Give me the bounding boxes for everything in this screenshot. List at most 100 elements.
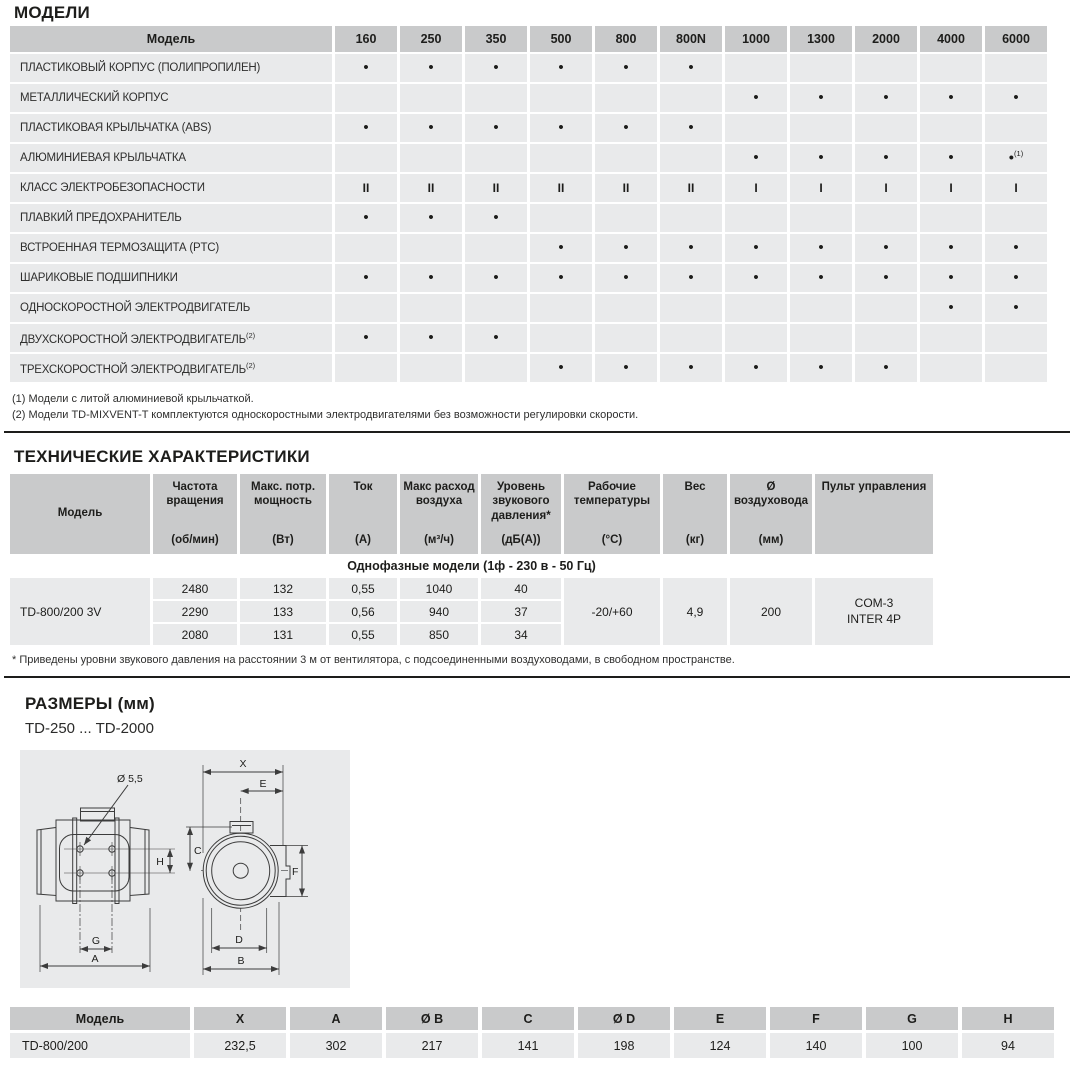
label-x: X bbox=[239, 758, 246, 770]
column-header-text: Пульт управления bbox=[815, 474, 933, 554]
feature-cell: • bbox=[660, 114, 722, 142]
feature-dot: • bbox=[818, 359, 824, 376]
table-row: МЕТАЛЛИЧЕСКИЙ КОРПУС • • • • • bbox=[10, 84, 1047, 112]
cell-value: I bbox=[949, 181, 953, 195]
column-header: H bbox=[962, 1007, 1054, 1030]
feature-cell: • bbox=[465, 204, 527, 232]
dimension-cell: TD-800/200 bbox=[10, 1033, 190, 1058]
feature-dot: • bbox=[558, 359, 564, 376]
feature-dot: • bbox=[623, 269, 629, 286]
feature-cell bbox=[725, 54, 787, 82]
feature-dot: • bbox=[363, 329, 369, 346]
feature-dot: • bbox=[818, 269, 824, 286]
footnote-ref: (1) bbox=[1014, 148, 1024, 158]
feature-cell bbox=[790, 54, 852, 82]
feature-cell bbox=[465, 354, 527, 382]
feature-cell: I bbox=[855, 174, 917, 202]
feature-cell: • bbox=[335, 54, 397, 82]
feature-cell: II bbox=[400, 174, 462, 202]
footnote-ref: (2) bbox=[245, 360, 256, 370]
dimension-cell: 217 bbox=[386, 1033, 478, 1058]
models-table-head: Модель 160 250 350 500 800 800N 1000 1300 2000 400… bbox=[10, 26, 1047, 52]
fan-dimension-drawing: Ø 5,5 H G A X E C F D B bbox=[36, 758, 308, 975]
feature-cell: • bbox=[790, 354, 852, 382]
feature-cell bbox=[725, 204, 787, 232]
column-name: Макс расход воздуха bbox=[403, 481, 475, 508]
column-header: 800 bbox=[595, 26, 657, 52]
value-cell: 40 bbox=[481, 578, 561, 599]
column-header: Пульт управления bbox=[815, 474, 933, 554]
column-header: Частота вращения (об/мин) bbox=[153, 474, 237, 554]
column-header: 350 bbox=[465, 26, 527, 52]
feature-dot: • bbox=[493, 119, 499, 136]
feature-dot: • bbox=[1013, 269, 1019, 286]
feature-cell: I bbox=[790, 174, 852, 202]
models-table: Модель 160 250 350 500 800 800N 1000 1300 2000 400… bbox=[7, 24, 1050, 384]
column-header-text: Ток (А) bbox=[329, 474, 397, 554]
feature-cell bbox=[985, 54, 1047, 82]
label-a: A bbox=[91, 953, 98, 965]
feature-dot: • bbox=[883, 359, 889, 376]
value-cell: 1040 bbox=[400, 578, 478, 599]
feature-cell: • bbox=[660, 54, 722, 82]
label-e: E bbox=[259, 778, 266, 790]
feature-cell bbox=[400, 144, 462, 172]
feature-cell: •(1) bbox=[985, 144, 1047, 172]
feature-dot: • bbox=[753, 149, 759, 166]
feature-dot: • bbox=[1008, 149, 1015, 167]
feature-cell: I bbox=[985, 174, 1047, 202]
feature-cell bbox=[530, 144, 592, 172]
feature-dot: • bbox=[883, 269, 889, 286]
column-header: Ø D bbox=[578, 1007, 670, 1030]
feature-dot: • bbox=[753, 239, 759, 256]
table-row: ОДНОСКОРОСТНОЙ ЭЛЕКТРОДВИГАТЕЛЬ • • bbox=[10, 294, 1047, 322]
feature-cell bbox=[660, 204, 722, 232]
feature-cell bbox=[465, 84, 527, 112]
column-unit: (Вт) bbox=[272, 533, 294, 546]
label-h: H bbox=[156, 856, 164, 868]
column-unit: (кг) bbox=[685, 533, 705, 546]
feature-cell bbox=[595, 324, 657, 352]
column-header: 1000 bbox=[725, 26, 787, 52]
front-view-drawing bbox=[186, 765, 308, 975]
feature-dot: • bbox=[688, 269, 694, 286]
footnote-2: (2) Модели TD-MIXVENT-T комплектуются од… bbox=[12, 409, 639, 421]
table-row: ВСТРОЕННАЯ ТЕРМОЗАЩИТА (PTC) • • • • • • • • bbox=[10, 234, 1047, 262]
feature-cell: • bbox=[335, 114, 397, 142]
label-b: B bbox=[237, 955, 244, 967]
feature-cell: • bbox=[790, 234, 852, 262]
value-cell: 132 bbox=[240, 578, 326, 599]
column-name: Рабочие температуры bbox=[573, 481, 651, 508]
table-row: ДВУХСКОРОСТНОЙ ЭЛЕКТРОДВИГАТЕЛЬ(2) • • • bbox=[10, 324, 1047, 352]
value-cell: 2480 bbox=[153, 578, 237, 599]
feature-cell: II bbox=[660, 174, 722, 202]
cell-value: I bbox=[884, 181, 888, 195]
feature-dot: • bbox=[948, 239, 954, 256]
value-cell: 37 bbox=[481, 601, 561, 622]
model-name-cell: TD-800/200 3V bbox=[10, 578, 150, 645]
feature-cell bbox=[335, 84, 397, 112]
side-view-drawing bbox=[36, 784, 175, 972]
column-name: Ø воздуховода bbox=[733, 481, 809, 508]
feature-cell: • bbox=[595, 354, 657, 382]
feature-dot: • bbox=[428, 329, 434, 346]
column-header-text: Модель bbox=[57, 507, 103, 520]
column-header: Модель bbox=[10, 1007, 190, 1030]
feature-cell: • bbox=[920, 144, 982, 172]
dimension-cell: 100 bbox=[866, 1033, 958, 1058]
models-footnotes: (1) Модели с литой алюминиевой крыльчатк… bbox=[12, 391, 638, 423]
merged-value-cell: 4,9 bbox=[663, 578, 727, 645]
value-cell: 131 bbox=[240, 624, 326, 645]
feature-dot: • bbox=[688, 59, 694, 76]
cell-value: II bbox=[492, 181, 500, 195]
column-header: Макс. потр. мощность (Вт) bbox=[240, 474, 326, 554]
column-header: E bbox=[674, 1007, 766, 1030]
feature-cell: • bbox=[400, 54, 462, 82]
group-header-cell: Однофазные модели (1ф - 230 в - 50 Гц) bbox=[10, 556, 933, 576]
feature-cell bbox=[530, 84, 592, 112]
dimension-cell: 232,5 bbox=[194, 1033, 286, 1058]
column-header: Макс расход воздуха (м³/ч) bbox=[400, 474, 478, 554]
column-name: Ток bbox=[353, 481, 373, 493]
column-header: 4000 bbox=[920, 26, 982, 52]
feature-dot: • bbox=[623, 119, 629, 136]
